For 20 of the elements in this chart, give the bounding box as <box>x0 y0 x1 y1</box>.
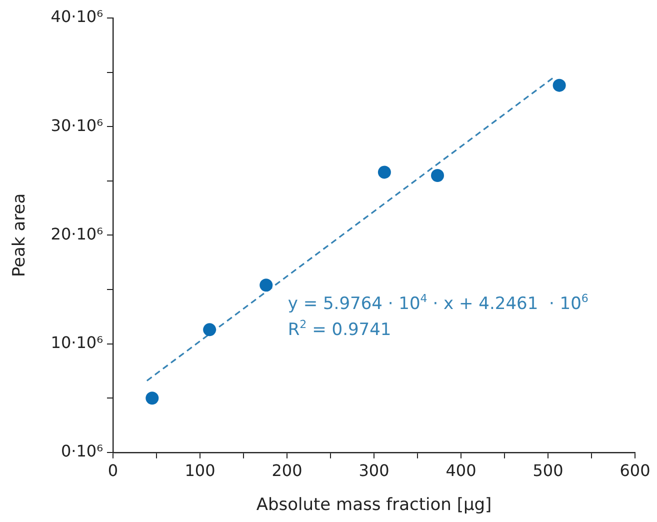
x-tick-label: 400 <box>446 461 476 480</box>
x-axis-title: Absolute mass fraction [µg] <box>256 495 492 516</box>
x-tick-label: 500 <box>532 461 564 480</box>
y-tick-label: 10·10⁶ <box>50 332 103 352</box>
x-tick-label: 0 <box>108 461 118 480</box>
x-tick-label: 600 <box>620 461 650 480</box>
y-tick-label: 30·10⁶ <box>50 116 103 135</box>
point <box>378 166 391 179</box>
x-tick-label: 100 <box>184 461 216 480</box>
y-axis-title: Peak area <box>10 193 30 278</box>
x-tick-label: 300 <box>358 461 390 480</box>
point <box>146 392 159 405</box>
y-tick-label: 0·10⁶ <box>60 442 103 461</box>
point <box>552 78 566 92</box>
y-tick-label: 20·10⁶ <box>50 224 103 244</box>
point <box>431 168 444 182</box>
y-tick-label: 40·10⁶ <box>50 7 103 26</box>
point <box>203 323 216 336</box>
point <box>260 278 273 292</box>
x-tick-label: 200 <box>272 461 302 480</box>
